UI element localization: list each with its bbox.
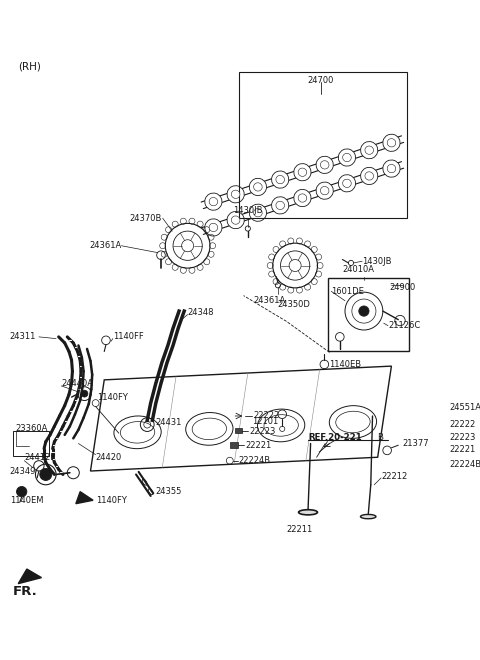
Text: 22224B: 22224B: [239, 456, 271, 465]
Ellipse shape: [321, 187, 329, 195]
Text: 22223: 22223: [450, 433, 476, 442]
Text: 22224B: 22224B: [450, 461, 480, 469]
Circle shape: [81, 390, 88, 397]
Ellipse shape: [253, 209, 262, 217]
Ellipse shape: [276, 201, 285, 209]
Ellipse shape: [298, 168, 307, 176]
Bar: [239, 72, 407, 218]
Text: 24412F: 24412F: [24, 453, 55, 462]
Ellipse shape: [227, 211, 244, 228]
Ellipse shape: [227, 185, 244, 203]
Text: 24361A: 24361A: [89, 242, 121, 250]
Ellipse shape: [316, 156, 333, 174]
Text: 21126C: 21126C: [388, 321, 420, 330]
Polygon shape: [76, 492, 93, 504]
Circle shape: [16, 486, 27, 497]
Ellipse shape: [299, 510, 317, 515]
Text: 1601DE: 1601DE: [331, 287, 364, 296]
Bar: [328, 279, 409, 352]
Ellipse shape: [338, 149, 356, 166]
Circle shape: [40, 469, 52, 480]
Text: 22222: 22222: [450, 420, 476, 429]
Ellipse shape: [272, 171, 289, 188]
Text: 24361A: 24361A: [253, 296, 286, 305]
Text: REF.20-221: REF.20-221: [308, 433, 362, 442]
Ellipse shape: [343, 153, 351, 162]
Ellipse shape: [338, 175, 356, 192]
Text: 24350D: 24350D: [277, 300, 310, 309]
Ellipse shape: [298, 194, 307, 202]
Text: 1140EM: 1140EM: [10, 496, 43, 505]
Ellipse shape: [387, 139, 396, 147]
Ellipse shape: [383, 134, 400, 151]
Text: 22212: 22212: [381, 472, 408, 480]
Ellipse shape: [249, 204, 266, 221]
Text: 22221: 22221: [450, 445, 476, 454]
Text: 24440A: 24440A: [61, 379, 93, 388]
Text: 22211: 22211: [286, 525, 312, 534]
Ellipse shape: [253, 183, 262, 191]
Text: (RH): (RH): [18, 62, 41, 72]
Text: 1430JB: 1430JB: [233, 206, 263, 214]
Bar: [235, 428, 242, 433]
Text: FR.: FR.: [13, 585, 38, 598]
Ellipse shape: [294, 189, 311, 207]
Ellipse shape: [294, 164, 311, 181]
Ellipse shape: [276, 176, 285, 183]
Text: 1140FY: 1140FY: [96, 496, 127, 505]
Circle shape: [432, 410, 441, 418]
Bar: [230, 442, 238, 447]
Ellipse shape: [321, 161, 329, 169]
Ellipse shape: [209, 223, 217, 232]
Text: 1140FY: 1140FY: [97, 393, 128, 401]
Text: 1140EB: 1140EB: [329, 360, 361, 369]
Ellipse shape: [272, 197, 289, 214]
Ellipse shape: [387, 164, 396, 173]
Ellipse shape: [383, 160, 400, 177]
Circle shape: [433, 434, 439, 439]
Text: 22221: 22221: [245, 441, 272, 449]
Polygon shape: [18, 569, 41, 583]
Ellipse shape: [231, 216, 240, 224]
Text: 24420: 24420: [96, 453, 122, 462]
Ellipse shape: [209, 197, 217, 206]
Ellipse shape: [343, 179, 351, 187]
Text: 24900: 24900: [389, 282, 416, 292]
Ellipse shape: [231, 190, 240, 199]
Ellipse shape: [365, 172, 373, 180]
Text: 24355: 24355: [156, 487, 182, 496]
Text: 12101: 12101: [252, 416, 278, 426]
Text: 23360A: 23360A: [16, 424, 48, 434]
Ellipse shape: [205, 219, 222, 236]
Text: 22223: 22223: [250, 427, 276, 436]
Ellipse shape: [360, 141, 378, 159]
Text: B: B: [377, 433, 383, 442]
Bar: [13, 432, 49, 455]
Text: 1430JB: 1430JB: [362, 257, 392, 266]
Text: 1140FF: 1140FF: [113, 333, 144, 341]
Text: 24551A: 24551A: [450, 403, 480, 412]
Ellipse shape: [249, 178, 266, 195]
Text: 24700: 24700: [308, 77, 334, 85]
Text: 22222: 22222: [254, 411, 280, 420]
Text: 24370B: 24370B: [130, 214, 162, 222]
Text: 24349: 24349: [10, 467, 36, 477]
Text: 24348: 24348: [188, 308, 214, 317]
Ellipse shape: [316, 182, 333, 199]
Ellipse shape: [360, 514, 376, 519]
Bar: [429, 403, 477, 472]
Ellipse shape: [360, 168, 378, 185]
Text: 24431: 24431: [156, 418, 182, 428]
Text: 24311: 24311: [10, 333, 36, 341]
Text: 21377: 21377: [403, 439, 429, 448]
Ellipse shape: [205, 193, 222, 211]
Circle shape: [359, 306, 369, 316]
Text: 24010A: 24010A: [342, 265, 374, 274]
Ellipse shape: [365, 146, 373, 154]
